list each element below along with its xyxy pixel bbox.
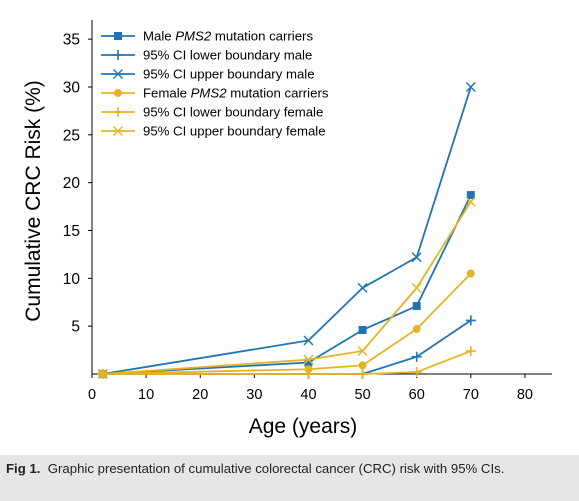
x-tick-label: 50: [355, 387, 371, 403]
data-point: [465, 346, 476, 357]
x-axis-label: Age (years): [249, 415, 358, 438]
data-point: [303, 369, 314, 379]
legend-label-part: mutation carriers: [227, 86, 329, 101]
data-point: [466, 269, 475, 278]
legend-label-part: Female: [143, 86, 191, 101]
series-5: [97, 196, 476, 379]
data-point: [465, 81, 476, 92]
data-point: [358, 325, 367, 334]
legend-swatch-marker: [113, 50, 123, 60]
data-point: [411, 367, 422, 378]
legend-label: Male PMS2 mutation carriers: [143, 29, 313, 44]
x-tick-label: 70: [463, 387, 479, 403]
legend-label-part: 95% CI upper boundary female: [143, 124, 326, 139]
legend-item: 95% CI upper boundary male: [101, 67, 315, 82]
data-point: [303, 335, 314, 346]
legend-swatch-marker: [114, 89, 122, 97]
legend-swatch-marker: [114, 32, 122, 40]
legend-label-part: PMS2: [175, 29, 212, 44]
legend-item: 95% CI upper boundary female: [101, 124, 326, 139]
data-point: [466, 191, 475, 200]
legend-item: 95% CI lower boundary female: [101, 105, 323, 120]
legend-label: 95% CI lower boundary male: [143, 48, 312, 63]
data-point: [357, 282, 368, 293]
data-point: [465, 315, 476, 326]
x-tick-label: 20: [192, 387, 208, 403]
legend-swatch-marker: [113, 69, 123, 79]
legend-item: Female PMS2 mutation carriers: [101, 86, 329, 101]
y-tick-label: 30: [63, 79, 81, 96]
legend-swatch-marker: [113, 107, 123, 117]
chart-series: [97, 81, 476, 379]
legend-label-part: PMS2: [191, 86, 228, 101]
legend-item: 95% CI lower boundary male: [101, 48, 312, 63]
data-point: [411, 351, 422, 362]
chart-legend: Male PMS2 mutation carriers 95% CI lower …: [101, 29, 329, 139]
series-2: [97, 81, 476, 379]
y-tick-label: 15: [63, 223, 80, 240]
caption-text: Fig 1. Graphic presentation of cumulativ…: [6, 461, 574, 477]
caption-figure-label: Fig 1.: [6, 461, 41, 476]
legend-label: 95% CI upper boundary female: [143, 124, 326, 139]
y-tick-label: 10: [63, 271, 81, 288]
data-point: [304, 358, 313, 367]
series-4: [97, 346, 476, 379]
x-tick-label: 30: [246, 387, 262, 403]
chart-figure: 0 10 20 30 40 50 60 70 80 5 10 15 20 25 30 35 Male PMS2…: [22, 20, 552, 438]
crc-risk-chart: 0 10 20 30 40 50 60 70 80 5 10 15 20 25 30 35 Male PMS2…: [22, 20, 552, 438]
data-point: [303, 354, 314, 365]
figure-caption: Fig 1. Graphic presentation of cumulativ…: [0, 455, 579, 501]
data-point: [411, 282, 422, 293]
x-tick-label: 80: [517, 387, 533, 403]
legend-swatch-marker: [113, 126, 123, 136]
data-point: [97, 369, 108, 379]
legend-label-part: 95% CI lower boundary female: [143, 105, 323, 120]
data-point: [412, 325, 421, 334]
legend-label-part: 95% CI lower boundary male: [143, 48, 312, 63]
y-tick-label: 5: [71, 319, 80, 336]
data-point: [357, 346, 368, 357]
legend-label: Female PMS2 mutation carriers: [143, 86, 329, 101]
series-line: [102, 201, 472, 375]
x-tick-label: 10: [138, 387, 154, 403]
data-point: [358, 361, 367, 370]
legend-label-part: mutation carriers: [211, 29, 313, 44]
y-tick-label: 25: [63, 127, 80, 144]
legend-label: 95% CI lower boundary female: [143, 105, 323, 120]
data-point: [465, 196, 476, 207]
legend-label: 95% CI upper boundary male: [143, 67, 315, 82]
x-tick-label: 60: [409, 387, 425, 403]
series-line: [102, 194, 472, 375]
y-tick-label: 20: [63, 175, 81, 192]
x-tick-label: 40: [300, 387, 316, 403]
legend-item: Male PMS2 mutation carriers: [101, 29, 313, 44]
data-point: [412, 302, 421, 311]
y-axis-label: Cumulative CRC Risk (%): [22, 80, 45, 322]
legend-label-part: 95% CI upper boundary male: [143, 67, 315, 82]
y-tick-label: 35: [63, 32, 80, 49]
data-point: [357, 369, 368, 379]
data-point: [411, 252, 422, 263]
x-tick-label: 0: [88, 387, 96, 403]
legend-label-part: Male: [143, 29, 175, 44]
caption-body: Graphic presentation of cumulative color…: [47, 461, 505, 476]
chart-axes: 0 10 20 30 40 50 60 70 80 5 10 15 20 25 30 35: [63, 20, 552, 403]
